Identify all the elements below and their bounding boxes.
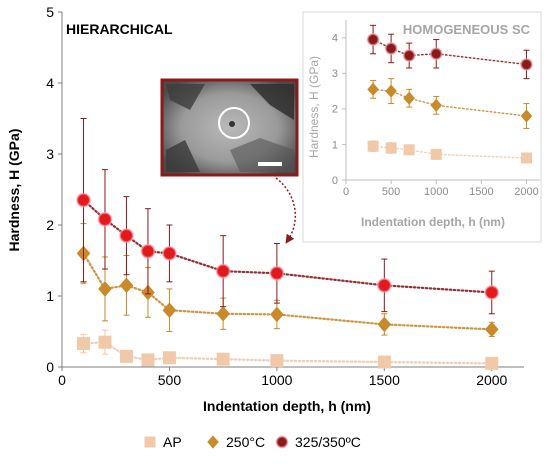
- inset-x-tick-label: 500: [382, 186, 400, 198]
- scale-bar: [258, 162, 282, 166]
- inset-point-ap: [403, 144, 415, 156]
- main-point-250c: [98, 281, 112, 297]
- inset-point-250c: [385, 84, 397, 98]
- main-y-tick-label: 3: [46, 146, 54, 162]
- main-y-tick-label: 4: [46, 75, 54, 91]
- main-point-ap: [76, 337, 90, 351]
- legend-label-ap: AP: [163, 434, 182, 450]
- main-point-250c: [119, 277, 134, 294]
- inset-point-ap: [520, 152, 532, 164]
- main-point-250c: [377, 316, 392, 333]
- inset-point-250c: [430, 98, 443, 112]
- inset-point-250c: [520, 109, 533, 123]
- main-point-325-350c: [161, 245, 177, 261]
- inset-y-axis-label: Hardness, H (GPa): [307, 56, 321, 158]
- legend-label-250c: 250°C: [226, 434, 265, 450]
- micrograph-image: [160, 78, 299, 177]
- main-point-325-350c: [75, 192, 91, 208]
- inset-panel-title: HOMOGENEOUS SC: [403, 22, 531, 37]
- inset-point-325-350c: [519, 57, 533, 71]
- inset-point-325-350c: [384, 41, 398, 55]
- inset-x-tick-label: 0: [343, 186, 349, 198]
- inset-plot-area: 0 500 1000 1500 2000 0 1 2 3 4: [332, 20, 540, 198]
- main-point-ap: [216, 352, 230, 366]
- inset-point-250c: [403, 91, 415, 105]
- inset-point-250c: [367, 82, 379, 96]
- inset-point-ap: [430, 148, 442, 160]
- main-point-ap: [270, 354, 284, 368]
- main-point-325-350c: [269, 265, 285, 281]
- main-point-ap: [141, 353, 155, 367]
- main-point-250c: [162, 302, 177, 318]
- main-point-250c: [484, 321, 499, 338]
- callout-arrow: [275, 177, 296, 244]
- inset-point-325-350c: [429, 47, 443, 61]
- main-point-ap: [119, 349, 133, 363]
- main-panel-title: HIERARCHICAL: [66, 21, 173, 37]
- inset-y-tick-label: 2: [332, 104, 338, 116]
- legend-label-325-350c: 325/350ºC: [295, 434, 361, 450]
- main-point-ap: [485, 356, 499, 370]
- main-point-ap: [98, 335, 112, 349]
- main-point-ap: [162, 351, 176, 365]
- main-point-325-350c: [376, 277, 392, 293]
- indent-highlight-circle: [218, 107, 250, 139]
- legend: AP 250°C 325/350ºC: [144, 434, 361, 450]
- main-y-tick-label: 0: [46, 359, 54, 375]
- main-point-325-350c: [215, 263, 231, 279]
- main-y-tick-label: 5: [46, 4, 54, 20]
- inset-y-tick-label: 0: [332, 175, 338, 187]
- main-point-325-350c: [118, 228, 134, 244]
- main-point-250c: [270, 306, 284, 323]
- inset-point-ap: [385, 142, 397, 154]
- main-x-tick-label: 1500: [369, 372, 400, 388]
- main-point-325-350c: [140, 243, 156, 259]
- inset-x-tick-label: 1500: [469, 186, 493, 198]
- inset-x-axis-label: Indentation depth, h (nm): [361, 215, 505, 229]
- inset-point-325-350c: [366, 33, 380, 47]
- main-point-ap: [377, 355, 391, 369]
- main-y-tick-label: 2: [46, 217, 54, 233]
- main-x-tick-label: 0: [58, 372, 66, 388]
- inset-point-325-350c: [402, 49, 416, 63]
- main-point-325-350c: [484, 284, 500, 300]
- legend-marker-250c: [207, 435, 219, 449]
- main-y-tick-label: 1: [46, 288, 54, 304]
- legend-marker-ap: [144, 436, 156, 448]
- inset-point-ap: [367, 140, 379, 152]
- main-x-tick-label: 2000: [476, 372, 507, 388]
- main-x-tick-label: 1000: [261, 372, 292, 388]
- inset-frame: [302, 11, 542, 243]
- inset-x-tick-label: 2000: [514, 186, 538, 198]
- main-point-250c: [216, 305, 230, 322]
- legend-marker-325-350c: [275, 435, 289, 449]
- inset-y-tick-label: 3: [332, 68, 338, 80]
- inset-y-tick-label: 1: [332, 139, 338, 151]
- main-x-tick-label: 500: [158, 372, 182, 388]
- inset-y-tick-label: 4: [332, 33, 338, 45]
- main-point-325-350c: [97, 211, 113, 227]
- main-y-axis-label: Hardness, H (GPa): [6, 129, 22, 252]
- main-x-axis-label: Indentation depth, h (nm): [203, 398, 371, 414]
- inset-x-tick-label: 1000: [424, 186, 448, 198]
- main-trend-line-ap: [82, 341, 493, 365]
